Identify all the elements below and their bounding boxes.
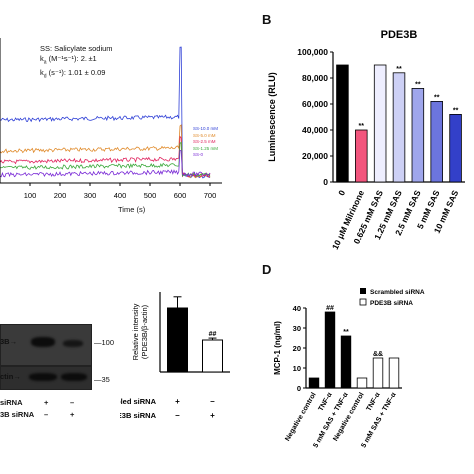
row-sign: – — [210, 397, 215, 406]
x-tick-label: 500 — [144, 191, 157, 200]
band-top-2 — [63, 340, 83, 347]
y-axis-label: Relative intensity — [131, 303, 140, 360]
y-tick-label: 100,000 — [297, 47, 328, 57]
series-legend-entry: SS-5.0 mM — [193, 132, 216, 138]
marker-35: —35 — [94, 375, 110, 384]
x-tick-label: TNF-α — [318, 391, 335, 413]
panelA-xlabel: Time (s) — [118, 205, 146, 214]
bar — [202, 339, 223, 373]
y-axis-label: (PDE3B/β-actin) — [140, 304, 149, 359]
blot-row-label-bottom: ctin→ — [0, 372, 21, 381]
bar — [324, 311, 336, 389]
x-tick-label: 300 — [84, 191, 97, 200]
marker-100: —100 — [94, 338, 115, 347]
legend-line-3: kd (s⁻¹): 1.01 ± 0.09 — [40, 67, 106, 80]
blot-top — [0, 324, 92, 366]
bar — [356, 377, 368, 389]
bar — [340, 335, 352, 389]
bar-annotation: && — [373, 351, 383, 358]
band-bottom-2 — [61, 373, 87, 381]
sensorgram-series-line — [0, 141, 211, 177]
sensorgram-series-line — [0, 135, 211, 178]
x-tick-label: 0 — [336, 188, 347, 197]
panelA-legend: SS: Salicylate sodium ka (M⁻¹s⁻¹): 2. ±1… — [40, 44, 113, 81]
chart-title: PDE3B — [381, 29, 418, 41]
x-tick-label: TNF-α — [366, 391, 383, 413]
y-tick-label: 40 — [293, 304, 301, 313]
sensorgram-series-line — [0, 124, 211, 178]
panel-label-b: B — [262, 12, 272, 27]
blot-row-label-top: 3B→ — [0, 337, 18, 346]
bar — [411, 88, 425, 183]
bar — [388, 357, 400, 389]
panelA-sensorgram: 100 200 300 400 500 600 700 — [0, 38, 222, 200]
bar-annotation: ## — [326, 305, 334, 312]
bar — [167, 307, 188, 373]
band-top-1 — [31, 337, 55, 347]
bar — [336, 64, 349, 183]
band-bottom-1 — [29, 373, 57, 381]
row-label: PDE3B siRNA — [120, 411, 157, 420]
x-tick-label: 100 — [24, 191, 37, 200]
blot-siRNA-table: siRNA + – 3B siRNA – + — [0, 398, 75, 419]
legend-label: Scrambled siRNA — [370, 289, 425, 296]
sensorgram-series-line — [0, 46, 211, 179]
bar — [372, 357, 384, 389]
x-tick-label: Negative control — [332, 391, 366, 442]
series-legend-entry: SS-1.25 mM — [193, 145, 219, 151]
y-tick-label: 20 — [293, 344, 301, 353]
x-tick-label: 400 — [114, 191, 127, 200]
y-tick-label: 20,000 — [302, 151, 328, 161]
bar — [392, 72, 406, 183]
bar — [355, 129, 368, 183]
series-legend-entry: SS-2.5 mM — [193, 139, 216, 144]
legend-label: PDE3B siRNA — [370, 300, 413, 307]
panelB-bar-chart: PDE3B Luminescence (RLU) 0 20,000 40,000 60,0… — [267, 29, 465, 251]
y-axis-label: Luminescence (RLU) — [267, 72, 277, 162]
bar-annotation: ** — [396, 66, 402, 73]
legend-swatch — [359, 298, 367, 306]
bar-annotation: ** — [343, 329, 349, 336]
x-tick-label: 200 — [54, 191, 67, 200]
row-sign: – — [175, 411, 180, 420]
bar — [430, 101, 443, 183]
row-sign: + — [175, 397, 180, 406]
bar-annotation: ** — [453, 107, 459, 114]
x-tick-label: 700 — [204, 191, 217, 200]
panel-label-d: D — [262, 262, 272, 277]
sensorgram-series-line — [0, 149, 211, 178]
panelD-bar-chart: Scrambled siRNA PDE3B siRNA MCP-1 (ng/ml) 0… — [273, 288, 425, 449]
x-tick-label: 5 mM SAS + TNF-α — [360, 391, 398, 449]
blot-bottom — [0, 366, 92, 390]
series-legend-entry: SS-10.0 mM — [193, 126, 219, 131]
bar — [308, 377, 320, 389]
legend-swatch — [360, 288, 366, 294]
y-tick-label: 0 — [297, 384, 301, 393]
bar-annotation: ## — [209, 331, 217, 338]
bar-annotation: ** — [434, 94, 440, 101]
x-tick-label: Negative control — [284, 391, 318, 442]
panelC-bar-chart: Relative intensity(PDE3B/β-actin) ## Scram… — [120, 292, 230, 420]
bar — [449, 114, 462, 183]
y-tick-label: 60,000 — [302, 99, 328, 109]
y-tick-label: 80,000 — [302, 73, 328, 83]
y-tick-label: 30 — [293, 324, 301, 333]
y-axis-label: MCP-1 (ng/ml) — [273, 321, 282, 375]
legend-line-1: SS: Salicylate sodium — [40, 44, 113, 53]
series-legend-entry: SS-0 — [193, 152, 204, 157]
row-sign: + — [210, 411, 215, 420]
y-tick-label: 0 — [323, 177, 328, 187]
x-tick-label: 600 — [174, 191, 187, 200]
legend-line-2: ka (M⁻¹s⁻¹): 2. ±1 — [40, 54, 97, 66]
bar-annotation: ** — [415, 81, 421, 88]
panelA-series-legend: SS-10.0 mM SS-5.0 mM SS-2.5 mM SS-1.25 mM SS… — [193, 126, 218, 159]
y-tick-label: 10 — [293, 364, 301, 373]
bar-annotation: ** — [359, 123, 365, 130]
row-label: Scrambled siRNA — [120, 397, 157, 406]
y-tick-label: 40,000 — [302, 125, 328, 135]
bar — [373, 64, 387, 183]
